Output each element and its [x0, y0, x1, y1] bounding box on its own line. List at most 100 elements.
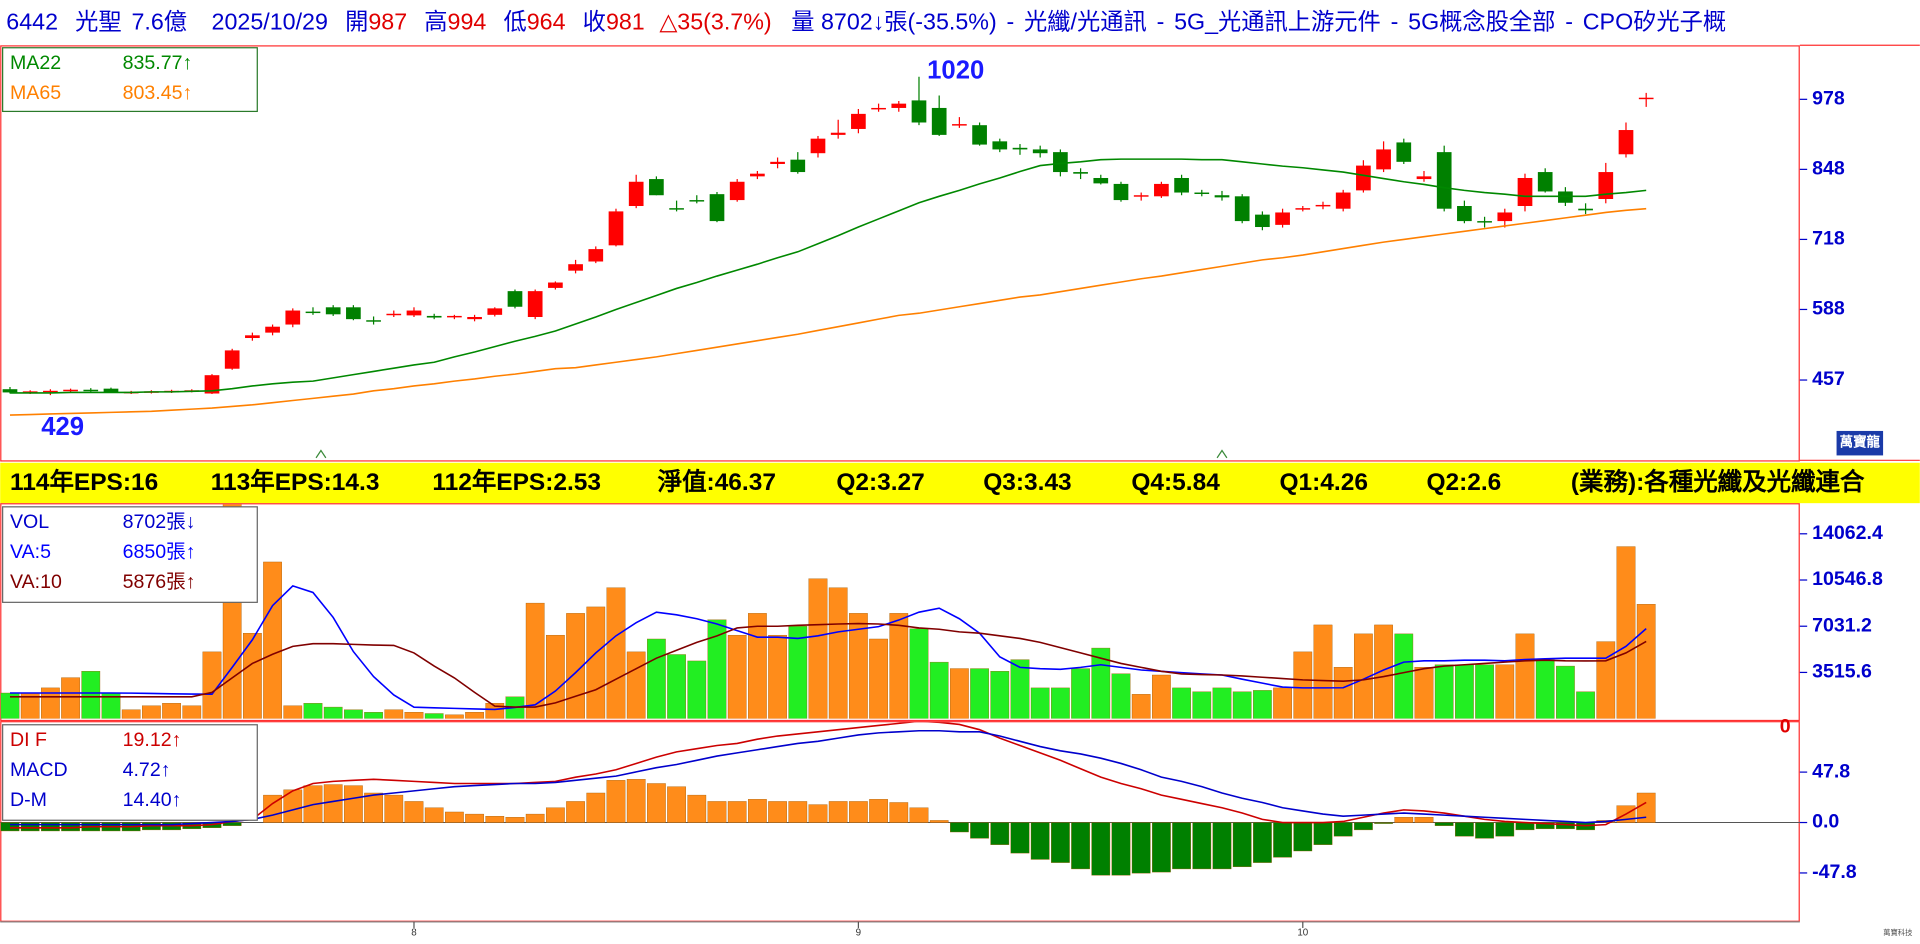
candle-body [406, 310, 422, 316]
bar [1010, 659, 1030, 719]
bar [990, 671, 1010, 719]
bar [889, 802, 909, 823]
bar [1475, 822, 1494, 839]
candle-body [770, 161, 785, 164]
y-tick-label: -47.8 [1812, 861, 1857, 883]
candle-body [972, 125, 987, 145]
legend-name: D-M [10, 789, 47, 811]
bar [323, 784, 343, 823]
legend-value: 6850張↑ [123, 541, 196, 563]
bar [243, 633, 262, 719]
bar [424, 713, 444, 719]
candle-body [1275, 212, 1290, 225]
header-item: - [1391, 8, 1399, 34]
bar [1354, 633, 1373, 719]
header-item: 6442 [6, 8, 58, 34]
bar [546, 807, 565, 823]
eps-item: 113年EPS:14.3 [211, 467, 380, 496]
bar [384, 709, 404, 719]
candle-body [1618, 130, 1634, 155]
header-item: 964 [527, 8, 566, 34]
candle-body [689, 200, 705, 202]
bar [808, 578, 828, 719]
bar [344, 785, 363, 823]
candle-body [1214, 195, 1230, 198]
candle-body [1093, 177, 1109, 184]
candle-body [911, 100, 927, 123]
candle-body [992, 141, 1008, 150]
y-tick-label: 10546.8 [1812, 568, 1883, 590]
bar [1212, 822, 1232, 870]
bar [1293, 822, 1313, 852]
candle-body [245, 335, 260, 339]
candle-body [527, 291, 543, 317]
bar [1374, 624, 1393, 719]
bar [1293, 651, 1313, 719]
bar [1313, 624, 1333, 719]
x-tick-label: 10 [1297, 927, 1308, 938]
header-item: 量 8702↓張(-35.5%) [791, 8, 996, 34]
bar [1636, 604, 1656, 719]
header: 6442 光聖 7.6億 2025/10/29 開987 高994 低964 收981 △35(… [6, 8, 1726, 34]
candle-body [1295, 208, 1311, 210]
bar [788, 801, 808, 823]
bar [1455, 822, 1474, 837]
bar [970, 668, 989, 719]
bar [1131, 694, 1151, 719]
eps-item: Q1:4.26 [1280, 469, 1368, 496]
bar [1071, 822, 1090, 870]
legend-box [2, 506, 258, 603]
bar [0, 822, 20, 832]
legend-value: 4.72↑ [123, 759, 171, 781]
bar [1131, 822, 1151, 874]
bar [162, 703, 181, 719]
eps-item: 112年EPS:2.53 [432, 467, 601, 496]
bar [525, 813, 545, 823]
bar [1434, 664, 1454, 719]
bar [283, 789, 303, 823]
candle-body [366, 320, 381, 322]
bar [1212, 687, 1232, 719]
candle-body [1073, 172, 1088, 174]
bar [1374, 822, 1393, 824]
bar [323, 706, 343, 719]
bar [445, 714, 464, 719]
candle-body [709, 194, 725, 222]
low-label: 429 [41, 413, 84, 441]
candle-body [1113, 183, 1129, 201]
bar [1455, 664, 1474, 719]
legend-box [2, 724, 258, 821]
bar [1414, 667, 1434, 719]
bar [1596, 641, 1616, 719]
bar [1010, 822, 1030, 854]
bar [566, 801, 585, 823]
y-tick-label: 588 [1812, 298, 1845, 320]
bar [950, 822, 969, 833]
candle-body [1457, 206, 1472, 222]
candle-body [588, 249, 604, 262]
candle-body [1477, 221, 1492, 223]
bar [606, 780, 626, 823]
candle-body [83, 389, 99, 392]
eps-item: 114年EPS:16 [10, 467, 158, 496]
candle-body [1497, 212, 1513, 222]
bar [525, 602, 545, 719]
y-tick-label: 848 [1812, 158, 1845, 180]
bar [929, 661, 949, 719]
header-item: - [1157, 8, 1165, 34]
line [9, 729, 1647, 826]
eps-item: Q2:2.6 [1426, 469, 1501, 496]
candle-body [608, 211, 624, 246]
header-item: 高 [424, 8, 447, 34]
candle-body [1356, 165, 1371, 191]
candle-body [669, 208, 684, 210]
bar [707, 801, 727, 823]
candle-body [810, 138, 826, 154]
bar [1232, 691, 1252, 719]
bar [384, 794, 404, 823]
bar [667, 654, 686, 719]
bar [1253, 690, 1272, 719]
bar [849, 613, 868, 719]
